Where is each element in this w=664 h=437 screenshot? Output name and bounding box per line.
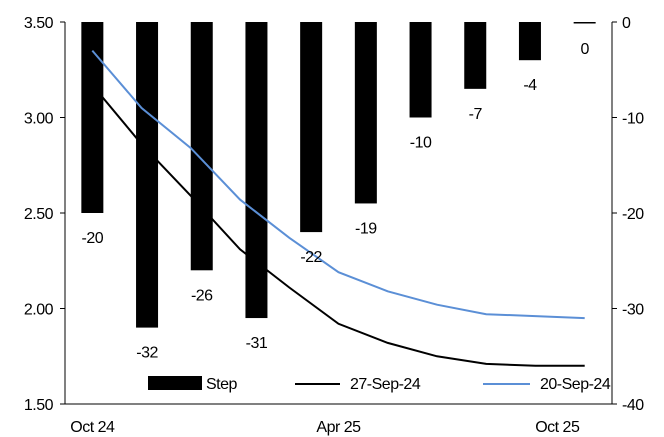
series-line-0	[91, 84, 585, 367]
series-line-1	[91, 49, 585, 320]
left-tick-label: 3.00	[24, 111, 54, 128]
bar-value-label: -20	[82, 230, 104, 247]
lines-layer	[91, 49, 585, 367]
right-tick-label: 0	[622, 15, 631, 32]
bar-3	[245, 22, 268, 319]
bar-7	[464, 22, 487, 89]
bar-value-label: -4	[523, 77, 537, 94]
bar-value-label: -10	[410, 135, 432, 152]
left-tick-label: 3.50	[24, 15, 54, 32]
bar-value-label: -22	[300, 249, 322, 266]
bar-9	[573, 22, 596, 24]
bar-8	[518, 22, 541, 61]
labels-layer: -20 -32 -26 -31 -22 -19 -10 -7 -4 0	[82, 41, 590, 362]
x-tick-label: Apr 25	[316, 419, 361, 436]
left-tick-label: 2.50	[24, 206, 54, 223]
legend-swatch-step	[148, 376, 202, 390]
bar-value-label: -7	[469, 106, 483, 123]
right-tick-label: -30	[622, 302, 644, 319]
bar-1	[136, 22, 159, 328]
x-tick-label: Oct 25	[535, 419, 580, 436]
legend-label-step: Step	[206, 376, 238, 393]
right-tick-label: -40	[622, 397, 644, 414]
bar-0	[81, 22, 104, 213]
bar-6	[409, 22, 432, 118]
bar-2	[190, 22, 213, 271]
left-tick-label: 2.00	[24, 302, 54, 319]
bar-value-label: -31	[246, 335, 268, 352]
right-tick-label: -10	[622, 111, 644, 128]
x-tick-label: Oct 24	[70, 419, 115, 436]
left-tick-label: 1.50	[24, 397, 54, 414]
bar-5	[354, 22, 377, 204]
legend-label-20sep: 20-Sep-24	[540, 376, 611, 393]
legend: Step 27-Sep-24 20-Sep-24	[148, 376, 611, 393]
bar-4	[300, 22, 323, 233]
bar-value-label: -32	[136, 345, 158, 362]
bar-value-label: -26	[191, 287, 213, 304]
bar-value-label: 0	[580, 41, 589, 58]
bars-layer	[81, 22, 596, 328]
bar-value-label: -19	[355, 220, 377, 237]
legend-label-27sep: 27-Sep-24	[350, 376, 421, 393]
right-tick-label: -20	[622, 206, 644, 223]
